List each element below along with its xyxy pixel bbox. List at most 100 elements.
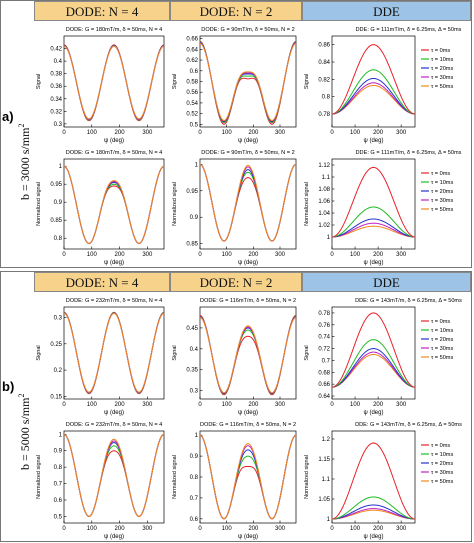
y-axis-label: Normalized signal (304, 182, 310, 226)
x-tick-label: 0 (330, 402, 334, 408)
y-tick-label: 0.86 (318, 43, 330, 49)
y-tick-label: 1 (195, 162, 199, 168)
y-tick-label: 0.58 (186, 80, 198, 86)
x-tick-label: 200 (248, 402, 259, 408)
chart-title: DODE: G = 232mT/m, δ = 50ms, N = 4 (66, 422, 163, 428)
legend-label: τ = 0ms (431, 443, 450, 449)
series-line (199, 316, 297, 394)
y-tick-label: 0.7 (322, 358, 331, 364)
series-line (331, 218, 416, 238)
y-axis-label: Signal (36, 74, 42, 89)
y-tick-label: 0.4 (54, 59, 63, 65)
plot-area (199, 158, 297, 250)
series-line (331, 206, 416, 238)
y-tick-label: 1.05 (318, 497, 330, 503)
y-tick-label: 0.36 (50, 84, 62, 90)
x-axis-label: ψ (deg) (364, 138, 384, 144)
x-tick-label: 100 (350, 526, 361, 532)
chart-title: DODE: G = 180mT/m, δ = 50ms, N = 4 (66, 27, 163, 33)
plot-area (331, 158, 416, 250)
y-tick-label: 1 (59, 164, 63, 170)
x-axis-label: ψ (deg) (104, 410, 124, 416)
series-line (331, 508, 416, 520)
y-tick-label: 0.34 (50, 97, 62, 103)
chart-b-r1-c3: DDE: G = 143mT/m, δ = 6.25ms, Δ = 50ms 0 1… (304, 298, 462, 416)
plot-area (331, 306, 416, 400)
legend-label: τ = 20ms (431, 337, 453, 343)
legend-label: τ = 30ms (431, 198, 453, 204)
y-tick-label: 0.95 (50, 182, 62, 188)
y-tick-label: 0.2 (54, 368, 63, 374)
y-axis-label: Normalized signal (304, 455, 310, 499)
y-tick-label: 0.5 (54, 514, 63, 520)
series-line (199, 163, 297, 242)
y-tick-label: 0.6 (54, 498, 63, 504)
y-tick-label: 0.78 (318, 112, 330, 118)
y-tick-label: 0.4 (190, 347, 199, 353)
panel-a-bvalue: b = 3000 s/mm2 (17, 123, 32, 200)
chart-title: DDE: G = 143mT/m, δ = 6.25ms, Δ = 50ms (355, 422, 462, 428)
y-axis-label: Normalized signal (172, 182, 178, 226)
legend-label: τ = 10ms (431, 452, 453, 458)
x-tick-label: 0 (330, 526, 334, 532)
y-tick-label: 0.15 (50, 394, 62, 400)
x-tick-label: 300 (275, 252, 286, 258)
panel-b-frame (0, 271, 472, 542)
chart-b-r1-c1: DODE: G = 232mT/m, δ = 50ms, N = 4 0 100 20… (36, 298, 165, 416)
y-tick-label: 0.25 (50, 342, 62, 348)
plot-area (63, 430, 165, 524)
y-tick-label: 0.8 (54, 236, 63, 242)
y-axis-label: Signal (304, 345, 310, 360)
x-tick-label: 100 (350, 130, 361, 136)
x-tick-label: 200 (248, 526, 259, 532)
y-axis-label: Normalized signal (172, 455, 178, 499)
y-tick-label: 0.68 (318, 370, 330, 376)
x-tick-label: 200 (373, 526, 384, 532)
chart-a-r2-c2: DODE: G = 90mT/m, δ = 50ms, N = 2 0 100 200… (172, 150, 297, 266)
x-tick-label: 200 (373, 402, 384, 408)
y-axis-label: Normalized signal (36, 182, 42, 226)
series-line (331, 69, 416, 115)
panel-b-bvalue: b = 5000 s/mm2 (17, 393, 32, 470)
legend-label: τ = 50ms (431, 355, 453, 361)
x-tick-label: 0 (198, 252, 202, 258)
x-axis-label: ψ (deg) (238, 260, 258, 266)
series-line (331, 77, 416, 115)
y-tick-label: 0.56 (186, 90, 198, 96)
y-tick-label: 0.64 (318, 394, 330, 400)
chart-a-r1-c1: DODE: G = 180mT/m, δ = 50ms, N = 4 0 100 20… (36, 27, 165, 144)
series-line (199, 43, 297, 122)
series-line (199, 434, 297, 520)
chart-b-r1-c2: DODE: G = 116mT/m, δ = 50ms, N = 2 0 100 20… (172, 298, 297, 416)
chart-title: DODE: G = 232mT/m, δ = 50ms, N = 4 (66, 298, 163, 304)
y-tick-label: 0.3 (54, 122, 63, 128)
x-tick-label: 300 (275, 402, 286, 408)
chart-title: DODE: G = 180mT/m, δ = 50ms, N = 4 (66, 150, 163, 156)
x-tick-label: 300 (396, 252, 407, 258)
x-tick-label: 200 (115, 402, 126, 408)
y-tick-label: 0.9 (54, 449, 63, 455)
x-axis-label: ψ (deg) (364, 534, 384, 540)
y-tick-label: 0.42 (50, 47, 62, 53)
header-b-dode-n4: DODE: N = 4 (34, 272, 170, 292)
panel-b-letter: b) (2, 379, 15, 394)
legend-label: τ = 30ms (431, 346, 453, 352)
y-tick-label: 0.9 (190, 215, 199, 221)
y-axis-label: Signal (172, 345, 178, 360)
x-tick-label: 0 (62, 402, 66, 408)
y-tick-label: 0.8 (54, 465, 63, 471)
x-axis-label: ψ (deg) (238, 534, 258, 540)
y-tick-label: 0.3 (190, 389, 199, 395)
legend-label: τ = 10ms (431, 180, 453, 186)
chart-title: DODE: G = 116mT/m, δ = 50ms, N = 2 (200, 422, 296, 428)
series-line (63, 165, 165, 245)
y-tick-label: 0.78 (318, 311, 330, 317)
y-tick-label: 1.15 (318, 457, 330, 463)
x-tick-label: 100 (87, 130, 98, 136)
plot-area (331, 430, 416, 524)
x-tick-label: 100 (350, 252, 361, 258)
y-tick-label: 1.12 (318, 163, 330, 169)
series-line (331, 504, 416, 520)
y-tick-label: 1 (327, 235, 331, 241)
